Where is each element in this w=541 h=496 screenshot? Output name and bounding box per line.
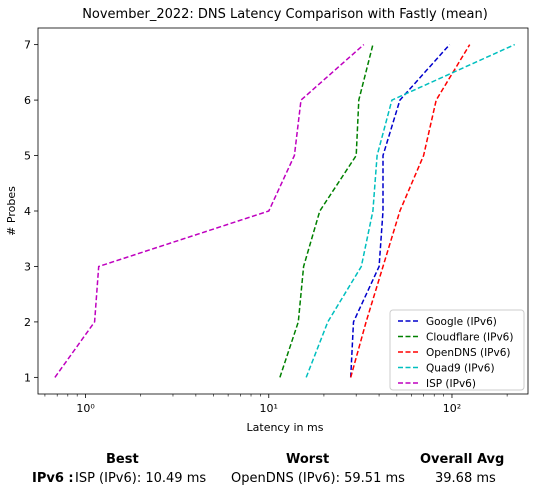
x-tick-label: 10⁰ <box>76 402 95 415</box>
best-header: Best <box>106 452 139 467</box>
y-tick-label: 5 <box>24 150 31 163</box>
x-tick-label: 10¹ <box>260 402 278 415</box>
y-tick-label: 3 <box>24 260 31 273</box>
y-tick-label: 1 <box>24 371 31 384</box>
x-axis-label: Latency in ms <box>247 421 324 434</box>
worst-header: Worst <box>286 452 330 467</box>
legend-box <box>389 309 525 391</box>
y-tick-label: 2 <box>24 316 31 329</box>
overall-avg-value: 39.68 ms <box>435 471 496 486</box>
legend-label: Cloudflare (IPv6) <box>426 332 513 344</box>
series-line-cloudflare-ipv6 <box>279 44 374 378</box>
ipv6-row-label: IPv6 : <box>32 471 74 486</box>
legend-label: Quad9 (IPv6) <box>426 363 495 375</box>
y-tick-label: 4 <box>24 205 31 218</box>
best-value: ISP (IPv6): 10.49 ms <box>75 471 207 486</box>
latency-chart: November_2022: DNS Latency Comparison wi… <box>5 7 529 434</box>
legend-label: ISP (IPv6) <box>426 378 476 390</box>
y-tick-label: 7 <box>24 39 31 52</box>
chart-title: November_2022: DNS Latency Comparison wi… <box>82 7 488 22</box>
y-axis-label: # Probes <box>5 186 18 236</box>
y-tick-label: 6 <box>24 94 31 107</box>
series-line-quad9-ipv6 <box>305 43 516 378</box>
legend-label: OpenDNS (IPv6) <box>426 347 511 359</box>
plot-area: 10⁰ 10¹ 10² 1 2 3 4 5 6 7 Google (IPv6) Cloudflare … <box>24 27 529 415</box>
overall-avg-header: Overall Avg <box>420 452 505 467</box>
worst-value: OpenDNS (IPv6): 59.51 ms <box>231 471 405 486</box>
series-line-opendns-ipv6 <box>349 44 471 378</box>
x-tick-label: 10² <box>443 402 461 415</box>
legend-label: Google (IPv6) <box>426 316 497 328</box>
series-line-google-ipv6 <box>349 44 451 378</box>
series-line-isp-ipv6 <box>54 44 365 378</box>
